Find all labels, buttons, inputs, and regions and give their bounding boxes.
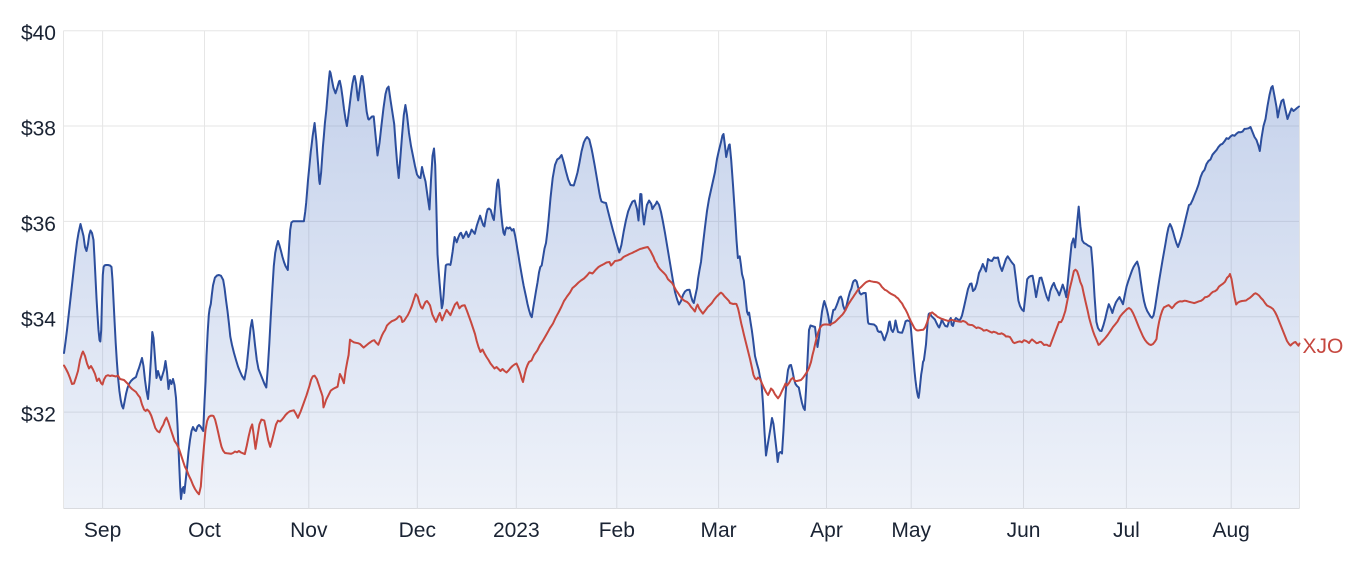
svg-text:Sep: Sep xyxy=(84,519,121,542)
svg-text:May: May xyxy=(891,519,931,542)
svg-text:$32: $32 xyxy=(21,404,56,427)
svg-text:Mar: Mar xyxy=(701,519,737,542)
svg-text:Aug: Aug xyxy=(1213,519,1250,542)
svg-text:$40: $40 xyxy=(21,22,56,45)
svg-text:Jul: Jul xyxy=(1113,519,1140,542)
svg-text:2023: 2023 xyxy=(493,519,540,542)
svg-text:Dec: Dec xyxy=(399,519,436,542)
svg-text:$38: $38 xyxy=(21,118,56,141)
svg-text:$36: $36 xyxy=(21,213,56,236)
svg-text:Apr: Apr xyxy=(810,519,843,542)
svg-text:Nov: Nov xyxy=(290,519,328,542)
svg-text:$34: $34 xyxy=(21,308,56,331)
svg-text:Feb: Feb xyxy=(599,519,635,542)
svg-text:Oct: Oct xyxy=(188,519,221,542)
svg-text:XJO: XJO xyxy=(1303,335,1344,358)
svg-text:Jun: Jun xyxy=(1007,519,1041,542)
